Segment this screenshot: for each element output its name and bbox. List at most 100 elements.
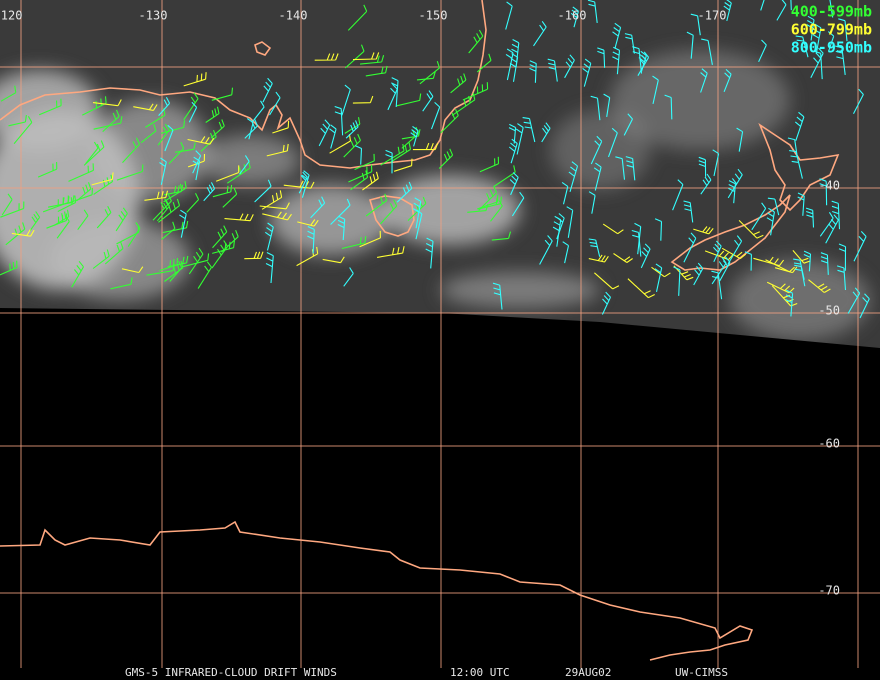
- wind-barb: [158, 96, 171, 116]
- wind-barb: [46, 213, 68, 229]
- wind-barb: [728, 180, 736, 204]
- footer: GMS-5 INFRARED-CLOUD DRIFT WINDS 12:00 U…: [125, 666, 728, 679]
- wind-barb: [68, 187, 93, 204]
- wind-barb: [102, 109, 120, 133]
- wind-barb: [831, 200, 841, 230]
- wind-barb: [183, 72, 207, 87]
- wind-barb: [602, 223, 624, 235]
- longitude-label: -160: [558, 9, 587, 23]
- wind-barb: [168, 141, 185, 165]
- wind-barb: [511, 191, 525, 217]
- wind-barb: [422, 90, 434, 112]
- wind-barb: [393, 158, 413, 172]
- wind-barb: [283, 180, 315, 189]
- wind-barb: [462, 82, 489, 101]
- footer-date: 29AUG02: [565, 666, 611, 679]
- wind-barb: [38, 98, 62, 116]
- wind-barb: [1, 193, 13, 216]
- wind-barb: [53, 209, 70, 226]
- wind-barb: [396, 181, 413, 203]
- grid-labels: -120 -130 -140 -150 -160 -170 -40 -50 -60 -70: [0, 9, 840, 598]
- wind-barb: [272, 120, 290, 134]
- wind-barb: [348, 164, 373, 183]
- wind-barb: [624, 33, 635, 54]
- wind-barb: [345, 120, 359, 139]
- wind-barb: [587, 0, 598, 23]
- wind-barb: [0, 201, 25, 218]
- wind-barb: [352, 95, 374, 104]
- wind-barb: [698, 156, 707, 177]
- wind-barb: [164, 124, 174, 152]
- wind-barb: [509, 172, 519, 196]
- wind-barb: [266, 143, 289, 157]
- wind-barb: [211, 240, 228, 269]
- footer-source: UW-CIMSS: [675, 666, 728, 679]
- wind-barb: [410, 125, 419, 147]
- wind-barb: [192, 150, 202, 174]
- wind-barb: [307, 225, 315, 254]
- wind-barb: [541, 122, 551, 143]
- new-zealand-south: [670, 194, 791, 271]
- footer-satellite: GMS-5 INFRARED-CLOUD DRIFT WINDS: [125, 666, 337, 679]
- wind-barb: [511, 39, 520, 68]
- wind-barb: [93, 116, 123, 130]
- wind-barb: [613, 253, 633, 263]
- wind-barb: [212, 225, 228, 249]
- wind-barb: [301, 170, 310, 198]
- wind-barb: [672, 179, 684, 211]
- wind-barb: [829, 0, 834, 18]
- wind-barb: [651, 266, 671, 278]
- wind-barb: [625, 156, 636, 181]
- wind-barb: [68, 163, 94, 182]
- wind-barb: [727, 168, 743, 199]
- wind-barb: [808, 279, 831, 293]
- wind-barb: [771, 285, 798, 307]
- wind-barb: [5, 222, 26, 246]
- wind-barb: [638, 50, 647, 72]
- wind-barb: [419, 61, 441, 85]
- wind-barb: [116, 225, 140, 245]
- wind-barb: [322, 256, 345, 264]
- wind-barb: [612, 46, 621, 75]
- longitude-label: -140: [279, 9, 308, 23]
- antarctica-coast: [0, 520, 754, 661]
- footer-time: 12:00 UTC: [450, 666, 510, 679]
- wind-barb: [491, 231, 512, 241]
- legend-entry: 800-950mb: [791, 39, 872, 57]
- wind-barb: [210, 119, 225, 139]
- wind-barb: [711, 257, 727, 285]
- wind-barb: [244, 251, 264, 260]
- tasmania: [368, 195, 415, 237]
- wind-barb: [819, 178, 828, 206]
- wind-barb: [700, 173, 712, 195]
- wind-barb: [590, 135, 603, 165]
- wind-barb: [121, 266, 144, 274]
- wind-barb: [597, 47, 606, 68]
- wind-barb: [262, 211, 292, 221]
- wind-barb: [797, 192, 805, 216]
- wind-barb: [812, 23, 822, 54]
- wind-barb: [57, 195, 77, 212]
- wind-barb: [790, 0, 792, 11]
- wind-barb: [712, 240, 722, 263]
- wind-barb: [352, 52, 380, 61]
- legend-entry: 400-599mb: [791, 3, 872, 21]
- wind-barb: [623, 113, 633, 136]
- wind-barb: [297, 219, 319, 227]
- wind-barb: [673, 266, 681, 296]
- wind-barb: [330, 198, 351, 225]
- wind-barb: [161, 221, 176, 240]
- wind-barb: [738, 220, 764, 239]
- wind-barb: [492, 282, 503, 310]
- wind-barb: [712, 149, 720, 177]
- kangaroo-island: [254, 41, 272, 56]
- wind-barb: [785, 289, 794, 317]
- wind-barb: [825, 214, 839, 244]
- wind-barb: [261, 190, 283, 210]
- wind-barb: [91, 172, 114, 186]
- wind-barb: [337, 215, 346, 241]
- cloud-imagery: [0, 0, 880, 348]
- wind-barb: [341, 236, 367, 250]
- wind-barb: [224, 213, 254, 222]
